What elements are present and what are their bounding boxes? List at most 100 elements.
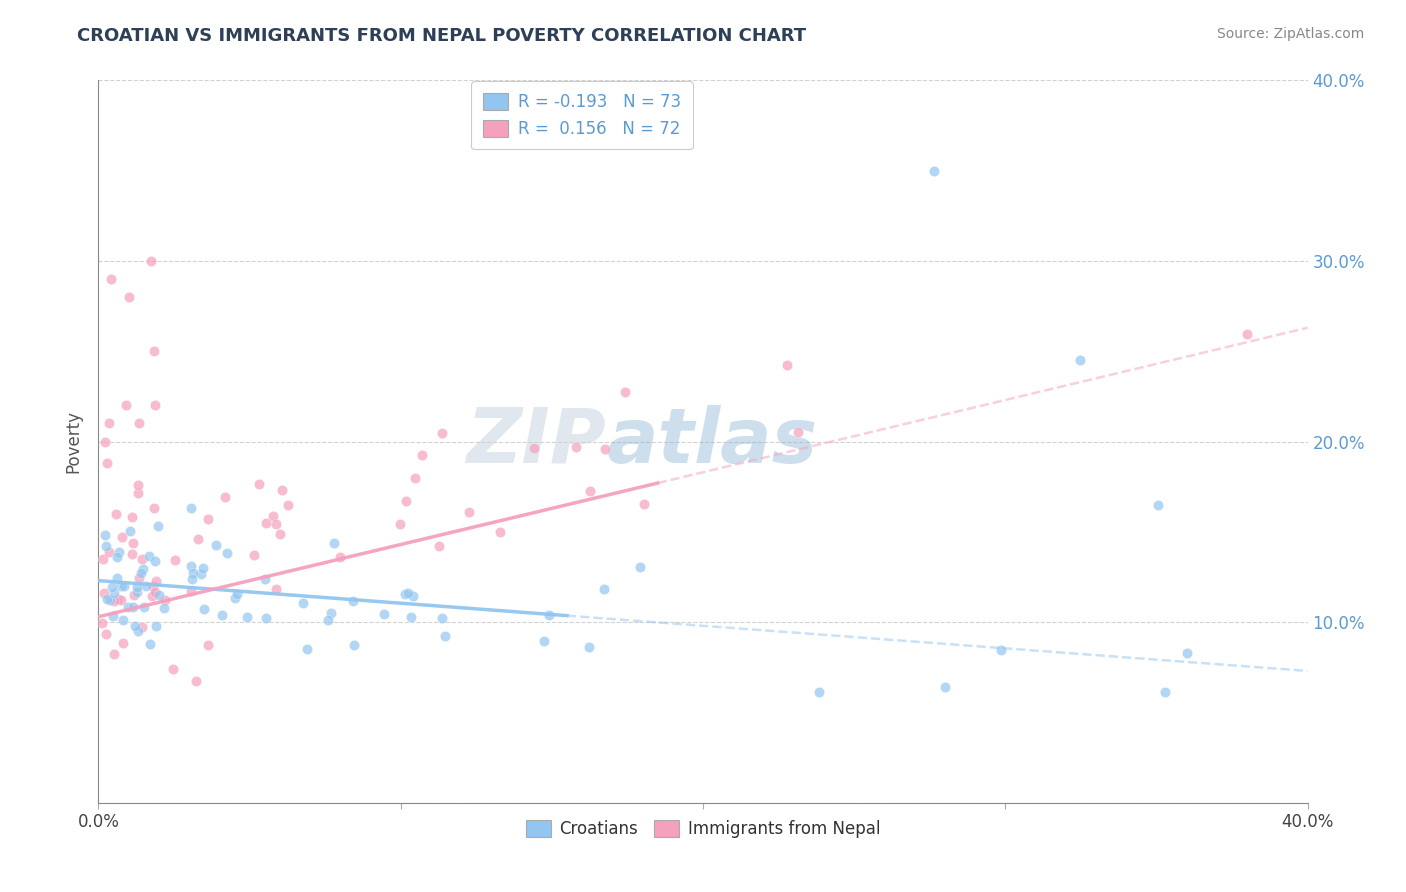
Point <box>205 538 228 552</box>
Point <box>191 561 214 575</box>
Point <box>105 572 128 586</box>
Point <box>180 558 202 573</box>
Point <box>787 425 810 440</box>
Point <box>100 272 122 286</box>
Point <box>139 636 162 650</box>
Point <box>103 647 125 661</box>
Point <box>148 588 170 602</box>
Legend: Croatians, Immigrants from Nepal: Croatians, Immigrants from Nepal <box>519 814 887 845</box>
Point <box>1175 646 1198 660</box>
Point <box>254 610 277 624</box>
Point <box>181 573 204 587</box>
Point <box>533 633 555 648</box>
Point <box>122 600 145 615</box>
Point <box>184 673 207 688</box>
Point <box>254 516 277 531</box>
Point <box>128 417 150 431</box>
Point <box>430 425 453 440</box>
Point <box>628 560 651 574</box>
Point <box>1153 685 1175 699</box>
Point <box>217 546 239 560</box>
Point <box>236 609 259 624</box>
Point <box>329 549 352 564</box>
Point <box>214 491 236 505</box>
Point <box>129 566 152 580</box>
Point <box>120 524 142 538</box>
Point <box>271 483 294 497</box>
Point <box>593 582 616 597</box>
Point <box>90 615 112 630</box>
Point <box>1236 326 1258 341</box>
Point <box>593 442 616 456</box>
Point <box>107 591 129 606</box>
Point <box>411 448 433 462</box>
Point <box>163 553 186 567</box>
Point <box>181 566 204 580</box>
Point <box>131 552 153 566</box>
Point <box>94 528 117 542</box>
Point <box>373 607 395 622</box>
Point <box>247 477 270 491</box>
Point <box>128 571 150 585</box>
Point <box>402 589 425 603</box>
Point <box>98 593 121 607</box>
Point <box>922 163 945 178</box>
Point <box>91 551 114 566</box>
Point <box>108 545 131 559</box>
Point <box>430 611 453 625</box>
Point <box>148 518 170 533</box>
Point <box>458 505 481 519</box>
Point <box>269 526 291 541</box>
Point <box>96 592 118 607</box>
Point <box>138 549 160 564</box>
Point <box>197 638 219 652</box>
Point <box>224 591 246 606</box>
Point <box>111 614 134 628</box>
Point <box>135 579 157 593</box>
Text: atlas: atlas <box>606 405 817 478</box>
Point <box>262 508 284 523</box>
Point <box>187 532 209 546</box>
Point <box>96 456 118 470</box>
Point <box>264 582 287 597</box>
Point <box>321 607 343 621</box>
Point <box>153 601 176 615</box>
Point <box>93 434 115 449</box>
Point <box>578 640 600 654</box>
Point <box>211 608 233 623</box>
Point <box>127 624 149 639</box>
Point <box>579 484 602 499</box>
Point <box>111 636 134 650</box>
Point <box>489 525 512 540</box>
Point <box>121 535 143 549</box>
Point <box>98 545 121 559</box>
Point <box>253 572 276 586</box>
Point <box>399 610 422 624</box>
Point <box>427 539 450 553</box>
Point <box>190 566 212 581</box>
Point <box>266 517 288 532</box>
Point <box>143 501 166 516</box>
Point <box>145 574 167 589</box>
Point <box>614 384 637 399</box>
Point <box>291 596 314 610</box>
Point <box>143 585 166 599</box>
Point <box>118 290 141 304</box>
Text: ZIP: ZIP <box>467 405 606 478</box>
Point <box>775 358 797 372</box>
Point <box>131 620 153 634</box>
Point <box>404 471 426 485</box>
Point <box>143 344 166 359</box>
Point <box>121 547 143 561</box>
Point <box>197 512 219 526</box>
Point <box>132 562 155 576</box>
Point <box>153 593 176 607</box>
Point <box>110 593 132 607</box>
Point <box>94 539 117 553</box>
Point <box>180 584 202 599</box>
Point <box>98 417 121 431</box>
Point <box>162 662 184 676</box>
Point <box>127 486 149 500</box>
Point <box>142 579 165 593</box>
Point <box>105 550 128 565</box>
